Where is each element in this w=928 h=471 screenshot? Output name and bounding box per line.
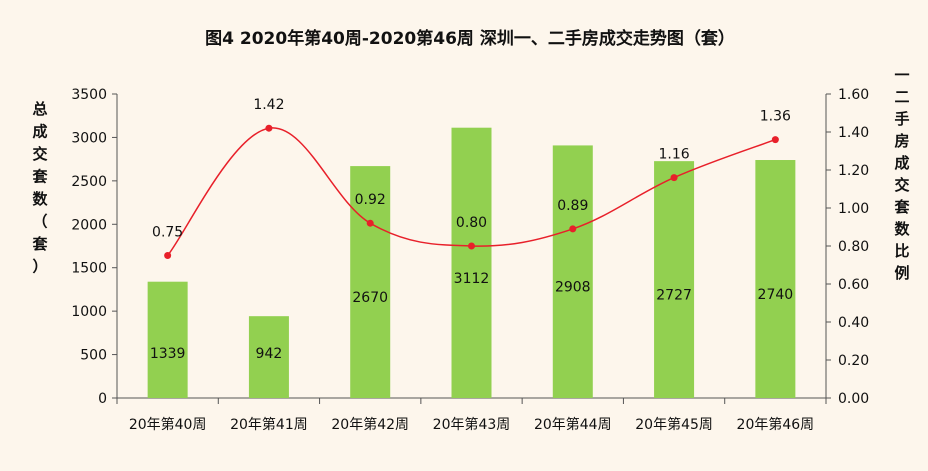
bar-value-label: 1339 (150, 346, 186, 362)
y2-tick-label: 0.80 (838, 239, 869, 255)
y2-tick-label: 0.60 (838, 277, 869, 293)
y-tick-label: 2000 (71, 217, 107, 233)
y2-axis-title-char: 交 (894, 176, 909, 194)
x-tick-label: 20年第40周 (129, 416, 207, 433)
y2-axis-title-char: 手 (894, 110, 909, 128)
x-tick-label: 20年第45周 (635, 416, 713, 433)
bar (451, 127, 492, 399)
y2-tick-label: 1.20 (838, 163, 869, 179)
y-axis-title-char: ） (32, 258, 47, 276)
y-axis-title-char: 成 (32, 123, 47, 141)
y2-tick-label: 1.40 (838, 125, 869, 141)
bar-value-label: 2908 (555, 280, 591, 296)
x-tick-label: 20年第43周 (433, 416, 511, 433)
chart-title: 图4 2020年第40周-2020第46周 深圳一、二手房成交走势图（套） (205, 28, 735, 49)
x-tick-label: 20年第46周 (737, 416, 815, 433)
ratio-value-label: 0.75 (152, 225, 183, 241)
y-tick-label: 1000 (71, 304, 107, 320)
bar (654, 161, 695, 398)
y-tick-label: 0 (98, 391, 107, 407)
y-axis-title-char: 套 (31, 168, 48, 186)
ratio-point (265, 124, 273, 132)
bar-value-label: 2670 (352, 290, 388, 306)
y-tick-label: 3000 (71, 130, 107, 146)
ratio-value-label: 1.42 (253, 97, 284, 113)
y-axis-title-char: 总 (32, 100, 47, 118)
y-axis-title-char: 交 (32, 145, 47, 163)
bar (552, 145, 593, 398)
y2-axis-title-char: 一 (894, 66, 909, 84)
y2-axis-title-char: 房 (894, 132, 909, 150)
y2-axis-title-char: 比 (894, 242, 909, 260)
y2-axis-title-char: 数 (894, 220, 910, 238)
data-labels: 1339 942 2670 3112 2908 2727 2740 0.75 1.42 0.92 0… (150, 97, 793, 362)
y-tick-label: 3500 (71, 87, 107, 103)
y2-tick-label: 0.20 (838, 353, 869, 369)
x-tick-label: 20年第41周 (230, 416, 308, 433)
ratio-point (670, 174, 678, 182)
bar-value-label: 942 (256, 346, 283, 362)
ratio-point (468, 242, 475, 250)
ratio-value-label: 1.16 (658, 147, 689, 163)
ratio-point (366, 219, 374, 227)
y2-tick-label: 0.40 (838, 315, 869, 331)
ratio-point (164, 252, 172, 259)
y2-axis-title-char: 二 (894, 88, 909, 106)
y2-tick-label: 1.60 (838, 87, 869, 103)
y-axis-title-char: 数 (32, 190, 48, 208)
y2-tick-label: 0.00 (838, 391, 869, 407)
bar (755, 160, 796, 398)
y2-axis-title-char: 例 (894, 264, 909, 282)
ratio-value-label: 0.80 (456, 215, 487, 231)
bar (147, 281, 188, 398)
y2-tick-label: 1.00 (838, 201, 869, 217)
y-tick-label: 500 (80, 348, 107, 364)
bars (147, 127, 796, 399)
ratio-line (164, 124, 779, 259)
ratio-value-label: 0.92 (355, 192, 386, 208)
ratio-value-label: 0.89 (557, 198, 588, 214)
ratio-point (771, 136, 779, 144)
y-tick-label: 1500 (71, 261, 107, 277)
bar (248, 316, 289, 398)
x-tick-label: 20年第42周 (331, 416, 409, 433)
x-tick-label: 20年第44周 (534, 416, 612, 433)
ratio-value-label: 1.36 (760, 109, 791, 125)
y2-axis-title-char: 套 (893, 198, 910, 216)
y-axis-title-char: （ (32, 213, 47, 231)
y-axis-title-char: 套 (31, 235, 48, 253)
bar-value-label: 2740 (758, 287, 794, 303)
bar-value-label: 2727 (656, 288, 692, 304)
ratio-point (569, 225, 577, 233)
bar (350, 166, 391, 398)
y-tick-label: 2500 (71, 174, 107, 190)
axes: 0 500 1000 1500 2000 2500 3000 3500 0.00 0.20 0.40… (71, 87, 869, 433)
y2-axis-title-char: 成 (894, 154, 909, 172)
bar-value-label: 3112 (454, 271, 490, 287)
